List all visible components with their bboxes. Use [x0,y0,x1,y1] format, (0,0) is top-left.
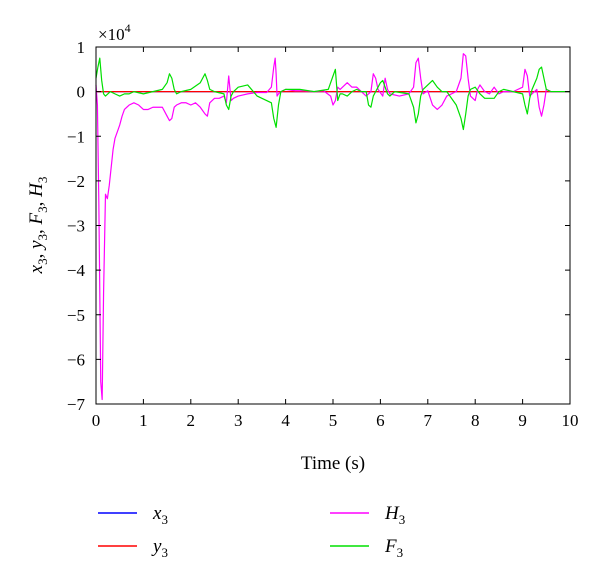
x-tick-label: 8 [471,411,480,430]
legend-label: F3 [384,536,403,560]
y-label-sub: 3 [35,234,50,241]
x-tick-label: 5 [329,411,338,430]
y-tick-label: 1 [77,38,86,57]
y-label-var: y [26,240,47,251]
x-axis-label: Time (s) [301,453,365,474]
y-tick-label: −4 [67,261,86,280]
x-tick-label: 1 [139,411,148,430]
y-label-var: x [26,264,47,274]
x-tick-label: 4 [281,411,290,430]
x-tick-label: 7 [424,411,433,430]
y-label-var: F [26,212,47,225]
x-tick-label: 10 [562,411,579,430]
legend-label: H3 [384,503,405,527]
y-axis-label: x3, y3, F3, H3 [26,177,50,275]
x-tick-label: 9 [518,411,527,430]
y-tick-label: −5 [67,306,85,325]
y-tick-label: −6 [67,350,85,369]
series-line-f3 [95,57,570,131]
x-tick-label: 3 [234,411,243,430]
y-tick-label: −2 [67,172,85,191]
x-tick-label: 2 [187,411,196,430]
y-tick-label: 0 [77,83,86,102]
y-tick-label: −7 [67,395,86,414]
x-tick-label: 6 [376,411,385,430]
legend-label: x3 [152,503,168,527]
multiplier-label: ×104 [98,21,131,44]
y-label-sub: 3 [35,206,50,213]
y-label-sub: 3 [35,177,50,184]
legend-label: y3 [151,536,168,560]
multiplier-base: ×10 [98,25,125,44]
y-tick-label: −3 [67,217,85,236]
y-label-sep: , [26,224,47,234]
y-label-var: H [26,182,47,198]
y-tick-label: −1 [67,127,85,146]
y-label-sep: , [26,197,47,207]
y-label-sub: 3 [35,258,50,265]
x-tick-label: 0 [92,411,101,430]
y-label-sep: , [26,249,47,259]
series-layer [95,53,570,401]
multiplier-exponent: 4 [125,21,131,35]
plot-area [96,47,570,404]
legend: x3 y3 H3 F3 [98,503,405,560]
